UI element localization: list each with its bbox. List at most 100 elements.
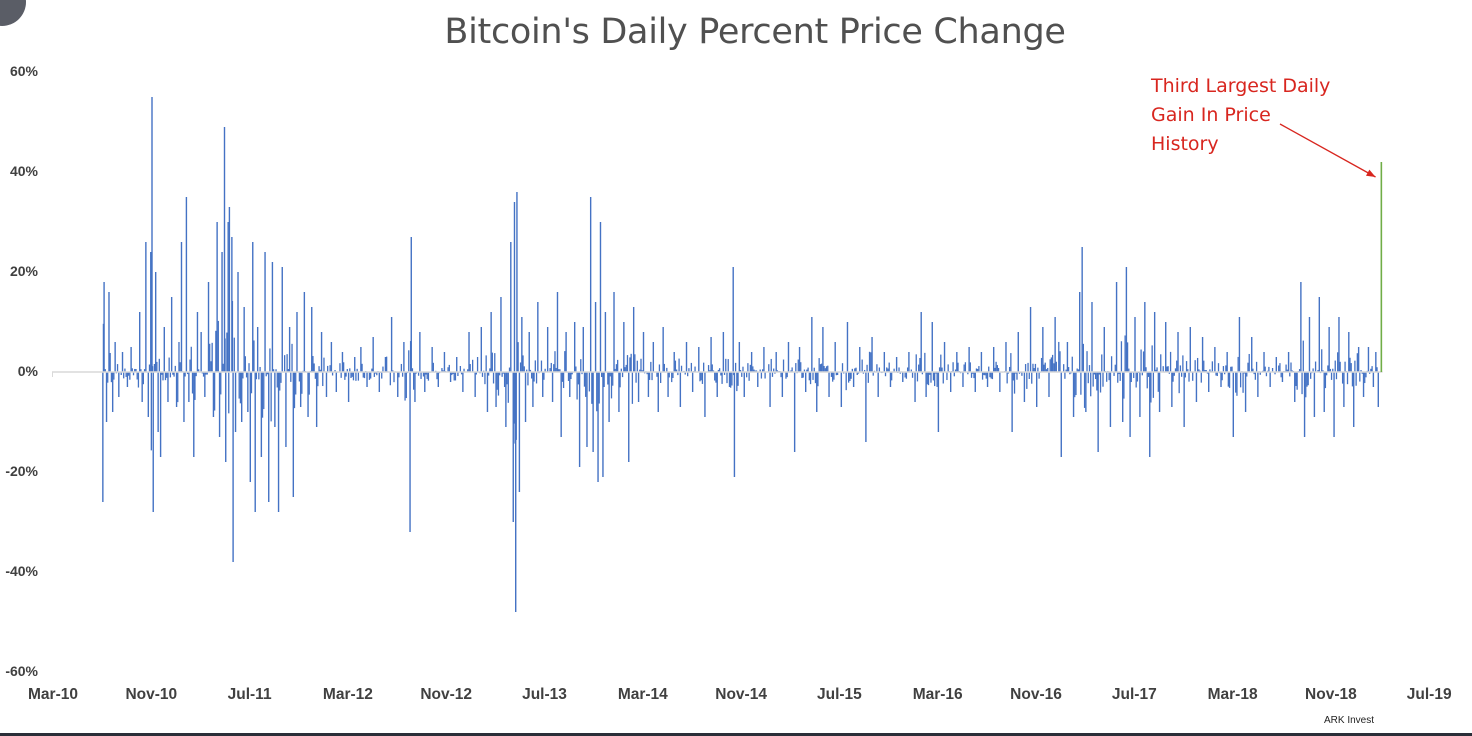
bar: [902, 372, 904, 382]
bar-filler: [120, 372, 122, 375]
bar-filler: [1117, 372, 1119, 383]
bar-filler: [1007, 372, 1010, 374]
bar: [410, 237, 412, 372]
bar-filler: [802, 372, 804, 378]
bar-filler: [731, 372, 733, 386]
bar-filler: [361, 363, 363, 372]
bar-filler: [1174, 368, 1177, 372]
bar-filler: [1302, 340, 1304, 372]
bar-filler: [371, 368, 373, 372]
bar-filler: [442, 370, 444, 372]
bar-filler: [492, 372, 495, 384]
bar-filler: [205, 372, 207, 375]
bar-filler: [426, 372, 428, 379]
bar: [1029, 307, 1032, 372]
bar-filler: [994, 367, 996, 372]
bar-filler: [467, 369, 469, 372]
bar-filler: [672, 372, 674, 379]
bar-filler: [1021, 372, 1023, 376]
bar-filler: [142, 372, 144, 385]
bar: [582, 327, 584, 372]
bar-filler: [1322, 370, 1324, 372]
bar: [569, 372, 571, 397]
bar-filler: [526, 369, 528, 372]
bar-filler: [1255, 361, 1258, 372]
bar-filler: [1310, 372, 1312, 379]
bar-filler: [559, 369, 561, 372]
bar-filler: [985, 372, 987, 379]
bar: [592, 372, 594, 452]
bar: [594, 302, 597, 372]
bar-filler: [137, 372, 140, 388]
bar-filler: [707, 365, 710, 372]
bar-filler: [259, 366, 261, 372]
bar: [1308, 317, 1311, 372]
bar: [816, 372, 818, 412]
bar-filler: [1120, 341, 1123, 372]
bar: [431, 347, 433, 372]
bar-filler: [209, 343, 211, 372]
bar: [599, 222, 602, 372]
bar: [840, 372, 843, 407]
bar-filler: [401, 372, 404, 377]
bar-filler: [1094, 372, 1097, 380]
bar: [1103, 327, 1105, 372]
bar-filler: [1166, 366, 1168, 372]
bar-filler: [250, 372, 253, 394]
bar: [1091, 302, 1093, 372]
bar: [1177, 332, 1179, 372]
bar-filler: [1058, 341, 1060, 372]
bar-filler: [238, 372, 240, 399]
y-tick-label: 20%: [9, 263, 38, 279]
bar-filler: [1291, 370, 1293, 372]
bar: [1149, 372, 1151, 457]
bar-filler: [125, 372, 127, 377]
bar-filler: [415, 372, 417, 374]
bar: [505, 372, 507, 427]
bar-filler: [927, 372, 930, 386]
bar-filler: [690, 362, 693, 372]
bar-filler: [1024, 364, 1027, 372]
bar: [366, 372, 368, 387]
bar-filler: [1368, 372, 1371, 374]
bar-filler: [1055, 361, 1057, 372]
bar-filler: [626, 355, 629, 372]
bar-filler: [1047, 367, 1049, 372]
bar: [500, 297, 502, 372]
bar-filler: [674, 360, 677, 372]
bar-filler: [425, 372, 427, 375]
bar-filler: [339, 363, 341, 372]
bar: [1005, 342, 1007, 372]
bar-filler: [134, 368, 136, 372]
bar-filler: [1296, 372, 1298, 390]
bar-filler: [641, 370, 643, 372]
bar-filler: [947, 364, 949, 372]
bar-filler: [136, 372, 138, 380]
bar-filler: [447, 367, 449, 372]
bar-filler: [981, 372, 984, 380]
bar-filler: [803, 369, 806, 372]
bar: [1353, 372, 1355, 427]
bar-filler: [734, 362, 737, 372]
bar: [147, 372, 150, 417]
bar-filler: [1075, 372, 1077, 396]
bar: [170, 297, 173, 372]
bar-filler: [1169, 351, 1172, 372]
bar-filler: [580, 359, 582, 372]
bar-filler: [194, 372, 196, 400]
bar-filler: [904, 372, 906, 378]
bar-filler: [404, 372, 406, 401]
bar: [1226, 352, 1228, 372]
bar-filler: [1018, 372, 1021, 374]
bar-filler: [1152, 372, 1155, 398]
bar: [1362, 372, 1365, 397]
bar-filler: [807, 367, 809, 372]
bar-filler: [1247, 362, 1249, 372]
bar-filler: [517, 342, 519, 372]
bar: [1158, 372, 1161, 412]
bar: [642, 332, 645, 372]
bar-filler: [964, 362, 967, 372]
bar-filler: [1227, 372, 1229, 387]
bar-filler: [995, 361, 997, 372]
bar-filler: [717, 369, 720, 372]
